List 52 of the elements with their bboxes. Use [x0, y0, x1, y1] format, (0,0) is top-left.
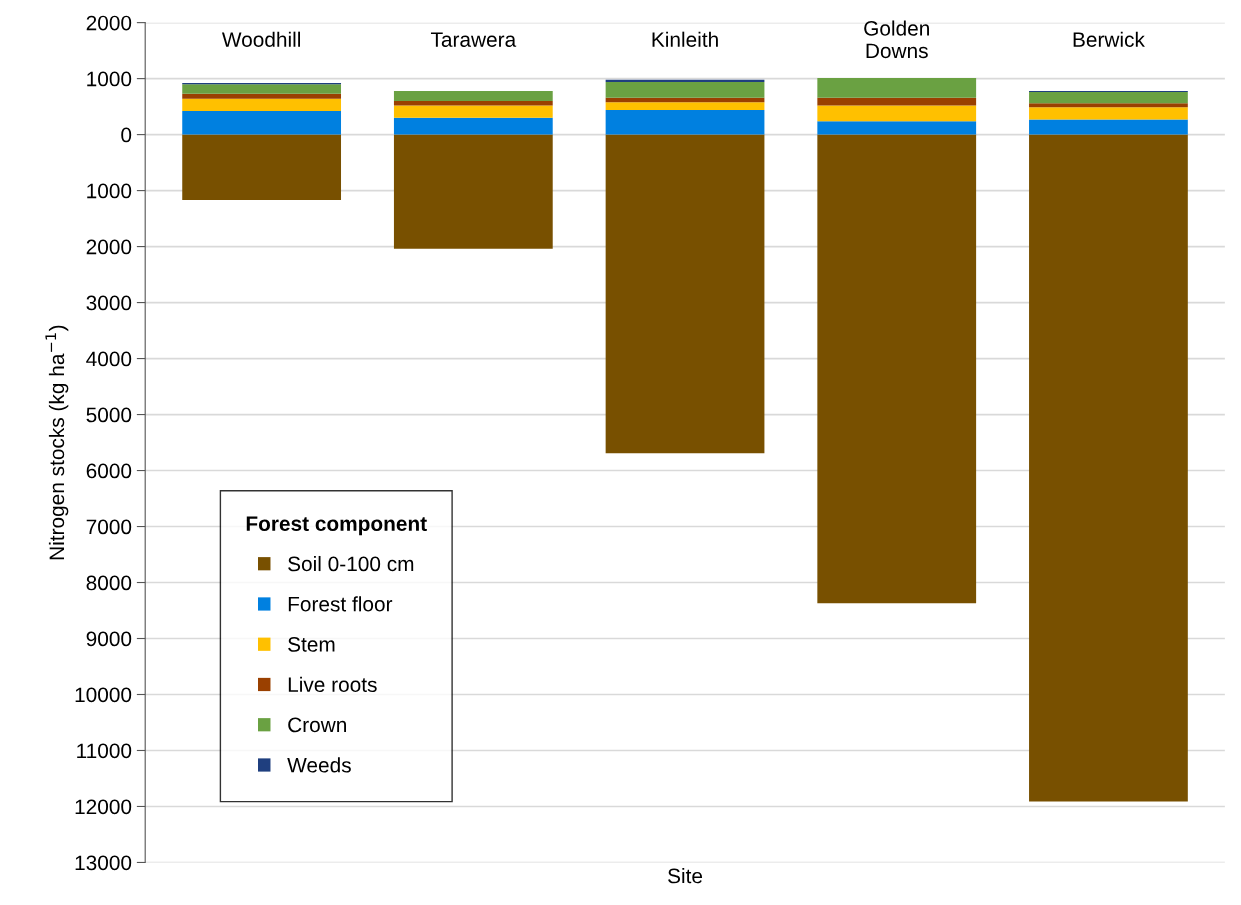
- bar: [393, 90, 553, 102]
- bar: [605, 109, 765, 135]
- legend-label: Stem: [288, 637, 335, 652]
- y-tick-label: 11000: [77, 743, 132, 759]
- y-tick-label: 1000: [87, 71, 132, 87]
- bar: [1029, 107, 1188, 120]
- bar: [817, 78, 977, 98]
- bar: [1029, 119, 1188, 135]
- x-axis-title: Site: [668, 868, 703, 884]
- bar: [182, 134, 342, 201]
- y-tick-label: 0: [121, 127, 132, 143]
- y-tick-label: 8000: [86, 575, 132, 591]
- bar: [393, 134, 553, 249]
- bar: [393, 105, 553, 118]
- legend-label: Live roots: [288, 676, 377, 693]
- y-tick-label: 4000: [86, 351, 132, 367]
- x-tick-label: Tarawera: [430, 32, 517, 47]
- y-tick-label: 10000: [75, 687, 132, 703]
- y-tick-label: 13000: [75, 855, 132, 871]
- bar: [182, 84, 342, 94]
- y-axis-title: Nitrogen stocks (kg ha$^{−1}$): [45, 325, 69, 560]
- x-tick-label: Golden Downs: [864, 20, 929, 59]
- bar: [1029, 134, 1188, 802]
- bar: [1029, 103, 1188, 108]
- bar: [1029, 92, 1188, 104]
- legend-title: Forest component: [246, 516, 427, 536]
- legend-label: Soil 0-100 cm: [288, 555, 414, 572]
- bar: [393, 117, 553, 135]
- x-tick-label: Berwick: [1073, 31, 1145, 47]
- y-tick-label: 5000: [86, 407, 132, 423]
- y-tick-label: 6000: [86, 463, 132, 479]
- y-tick-label: 2000: [86, 15, 132, 31]
- x-tick-label: Woodhill: [221, 31, 301, 47]
- y-tick-label: 3000: [86, 295, 132, 311]
- y-tick-label: 9000: [86, 631, 132, 647]
- y-tick-label: 2000: [86, 239, 132, 255]
- y-tick-label: 7000: [86, 519, 132, 535]
- bar: [182, 98, 342, 112]
- bar: [182, 93, 342, 99]
- legend-label: Forest floor: [288, 596, 393, 612]
- bar: [817, 134, 977, 604]
- x-tick-label: Kinleith: [652, 31, 718, 47]
- bar: [817, 121, 977, 135]
- y-tick-label: 12000: [75, 799, 132, 815]
- bar: [605, 102, 765, 110]
- bar: [605, 134, 765, 454]
- legend-label: Weeds: [287, 757, 351, 773]
- y-tick-label: 1000: [87, 183, 132, 199]
- legend-label: Crown: [288, 717, 346, 733]
- bar: [817, 105, 977, 122]
- bar: [605, 81, 765, 98]
- bar: [182, 111, 342, 135]
